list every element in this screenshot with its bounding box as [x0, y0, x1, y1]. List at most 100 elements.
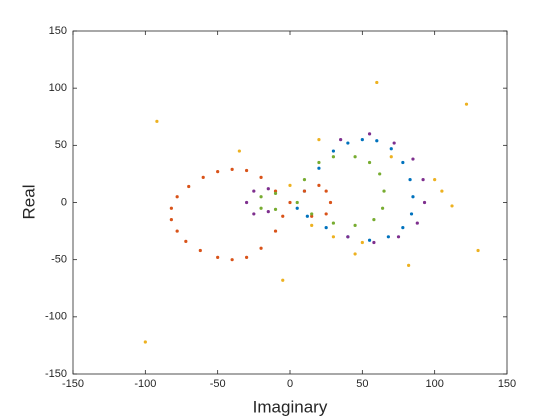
- point: [273, 207, 278, 211]
- point: [409, 212, 414, 216]
- x-tick-label: 150: [498, 378, 516, 390]
- point: [396, 235, 401, 239]
- point: [273, 189, 278, 193]
- x-tick-label: 0: [287, 378, 293, 390]
- point: [317, 166, 321, 170]
- point: [324, 212, 328, 216]
- point: [408, 178, 412, 182]
- point: [281, 278, 285, 282]
- point: [266, 187, 270, 191]
- point: [310, 214, 314, 218]
- point: [302, 178, 307, 182]
- point: [201, 175, 205, 179]
- y-tick-label: -50: [51, 254, 67, 266]
- point: [367, 132, 372, 136]
- point: [389, 147, 393, 151]
- point: [360, 138, 364, 142]
- point: [389, 155, 393, 159]
- point: [259, 195, 263, 199]
- point: [346, 235, 350, 239]
- point: [476, 248, 480, 253]
- point: [281, 214, 285, 218]
- point: [411, 157, 415, 161]
- point: [372, 218, 376, 222]
- point: [392, 141, 396, 145]
- point: [331, 235, 335, 239]
- point: [360, 240, 364, 245]
- point: [401, 226, 405, 230]
- point: [324, 226, 328, 230]
- y-tick-label: 50: [55, 139, 67, 151]
- y-axis-label: Real: [19, 185, 38, 220]
- point: [331, 149, 335, 153]
- point: [367, 238, 372, 242]
- point: [422, 200, 427, 205]
- point: [464, 102, 469, 106]
- point: [259, 206, 263, 210]
- x-tick-label: -50: [210, 378, 226, 390]
- point: [317, 138, 321, 142]
- point: [450, 204, 454, 208]
- point: [216, 170, 220, 174]
- y-tick-label: 100: [49, 82, 67, 94]
- point: [353, 155, 357, 159]
- y-tick-label: 0: [61, 196, 67, 208]
- point: [155, 119, 159, 123]
- point: [184, 239, 188, 243]
- point: [411, 195, 415, 199]
- point: [317, 183, 321, 187]
- point: [288, 183, 292, 187]
- point: [143, 340, 147, 344]
- point: [169, 218, 173, 222]
- point: [252, 212, 256, 216]
- point: [401, 160, 405, 165]
- point: [187, 184, 191, 189]
- point: [310, 212, 314, 216]
- point: [288, 200, 292, 205]
- point: [198, 248, 202, 253]
- point: [230, 258, 234, 262]
- point: [407, 263, 411, 267]
- point: [245, 255, 249, 259]
- point: [216, 255, 220, 259]
- point: [175, 229, 179, 233]
- point: [353, 223, 357, 227]
- point: [302, 189, 307, 193]
- point: [273, 191, 278, 195]
- point: [273, 229, 278, 233]
- point: [353, 252, 357, 256]
- point: [317, 160, 321, 165]
- point: [237, 149, 241, 153]
- x-tick-label: -100: [134, 378, 156, 390]
- x-axis-label: Imaginary: [253, 397, 328, 416]
- point: [331, 221, 335, 225]
- x-tick-label: 50: [356, 378, 368, 390]
- point: [378, 172, 382, 176]
- point: [310, 223, 314, 227]
- point: [245, 200, 249, 205]
- point: [295, 206, 299, 210]
- point: [372, 240, 376, 245]
- point: [433, 178, 437, 182]
- point: [415, 221, 419, 225]
- point: [421, 178, 425, 182]
- point: [382, 189, 386, 193]
- point: [331, 155, 335, 159]
- y-tick-label: -150: [45, 368, 67, 380]
- y-tick-label: 150: [49, 25, 67, 37]
- point: [328, 200, 333, 205]
- point: [346, 141, 350, 145]
- point: [175, 195, 179, 199]
- point: [259, 175, 263, 179]
- point: [339, 138, 343, 142]
- point: [169, 206, 173, 210]
- point: [380, 206, 385, 210]
- point: [386, 235, 390, 239]
- point: [367, 160, 372, 165]
- y-tick-label: -100: [45, 311, 67, 323]
- point: [375, 80, 379, 85]
- x-tick-label: 100: [425, 378, 443, 390]
- point: [266, 210, 270, 214]
